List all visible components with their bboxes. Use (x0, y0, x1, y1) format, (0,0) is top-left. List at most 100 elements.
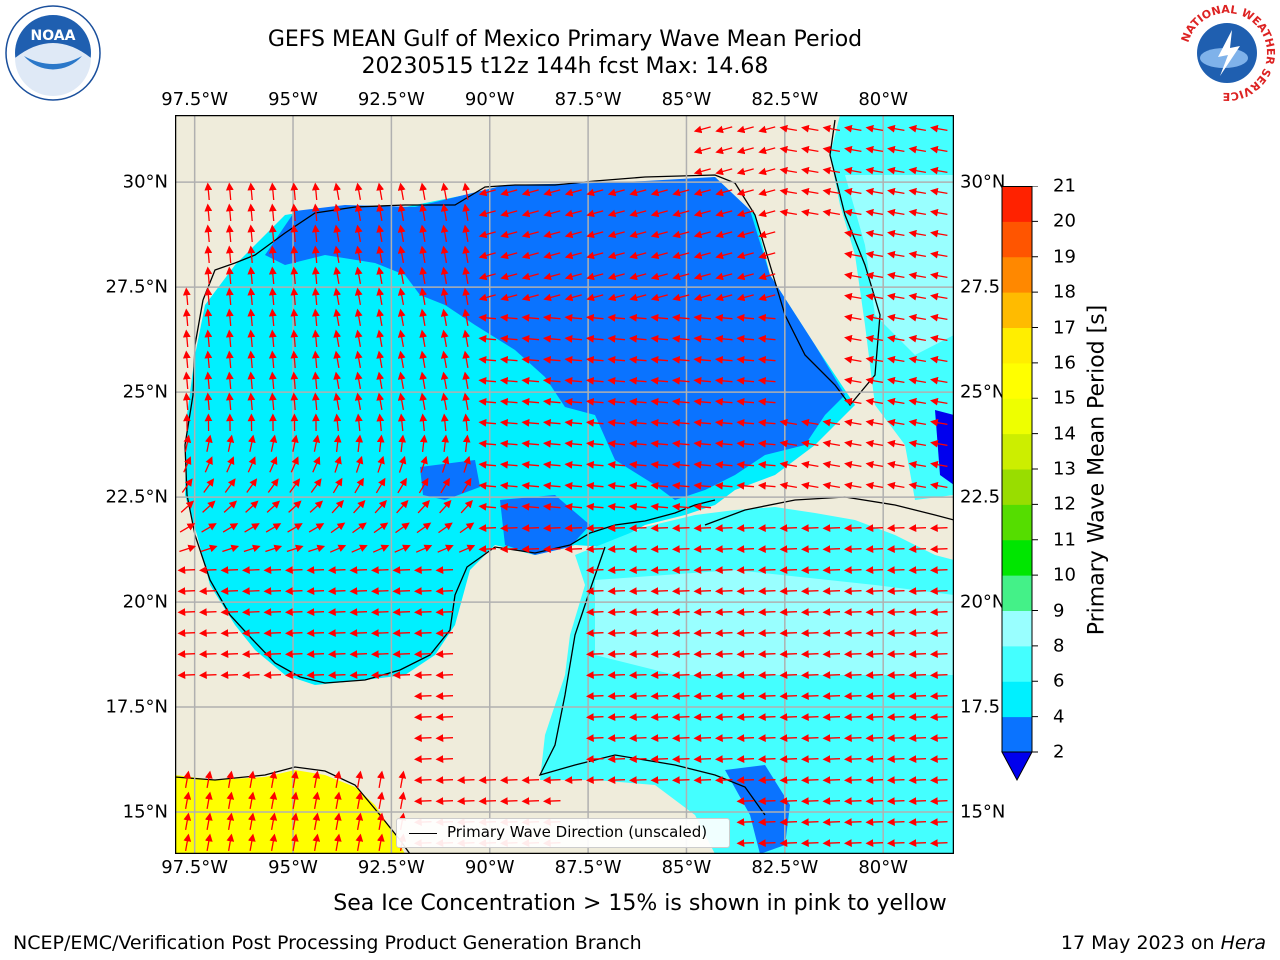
wave-direction-arrow (376, 287, 385, 306)
wave-direction-arrow (499, 460, 518, 469)
wave-direction-arrow (419, 245, 428, 264)
nws-logo-icon: NATIONAL WEATHER SERVICE (1178, 3, 1277, 103)
wave-direction-arrow (843, 524, 862, 532)
wave-direction-arrow (499, 397, 518, 406)
wave-direction-arrow (671, 418, 690, 427)
wave-direction-arrow (886, 713, 905, 721)
wave-direction-arrow (671, 376, 690, 385)
wave-direction-arrow (183, 791, 192, 810)
wave-direction-arrow (564, 397, 583, 406)
wave-direction-arrow (908, 376, 927, 385)
wave-direction-arrow (865, 208, 884, 217)
wave-direction-arrow (929, 797, 948, 805)
wave-direction-arrow (886, 524, 905, 532)
wave-direction-arrow (843, 755, 862, 763)
wave-direction-arrow (822, 439, 841, 448)
wave-direction-arrow (521, 188, 539, 197)
wave-direction-arrow (463, 455, 471, 473)
wave-direction-arrow (181, 478, 193, 493)
wave-direction-arrow (182, 308, 191, 327)
wave-direction-arrow (586, 293, 604, 302)
wave-direction-arrow (736, 355, 755, 364)
wave-direction-arrow (757, 439, 776, 448)
wave-direction-arrow (800, 755, 819, 763)
wave-direction-arrow (607, 293, 625, 302)
wave-direction-arrow (398, 434, 407, 452)
lon-label-top: 80°W (858, 89, 909, 110)
wave-direction-arrow (245, 500, 259, 513)
wave-direction-arrow (887, 355, 905, 364)
wave-direction-arrow (629, 209, 647, 218)
wave-direction-arrow (284, 671, 303, 679)
wave-direction-arrow (779, 650, 798, 658)
wave-direction-arrow (205, 434, 213, 452)
wave-direction-arrow (311, 392, 320, 411)
wave-direction-arrow (629, 272, 647, 281)
wave-direction-arrow (650, 355, 669, 364)
lat-label-right: 30°N (960, 171, 1006, 193)
wave-direction-arrow (693, 692, 712, 700)
wave-direction-arrow (757, 313, 776, 322)
wave-direction-arrow (585, 671, 604, 679)
wave-direction-arrow (306, 671, 325, 679)
wave-direction-arrow (183, 770, 192, 789)
wave-direction-arrow (420, 455, 428, 473)
wave-direction-arrow (585, 376, 604, 385)
wave-direction-arrow (354, 308, 363, 327)
wave-direction-arrow (693, 272, 711, 281)
wave-direction-arrow (333, 833, 342, 852)
wave-direction-arrow (671, 502, 690, 511)
wave-direction-arrow (715, 251, 733, 260)
wave-direction-arrow (736, 818, 755, 826)
bahamas-deep (935, 410, 954, 485)
wave-direction-arrow (929, 713, 948, 721)
wave-direction-arrow (930, 313, 948, 322)
wave-direction-arrow (460, 499, 473, 514)
lat-label-right: 20°N (960, 591, 1006, 613)
wave-direction-arrow (327, 671, 346, 679)
wave-direction-arrow (758, 167, 776, 176)
wave-direction-arrow (461, 477, 472, 494)
wave-direction-arrow (736, 776, 755, 784)
wave-direction-arrow (930, 481, 948, 490)
wave-direction-arrow (908, 229, 927, 238)
colorbar-segment (1002, 327, 1032, 364)
wave-direction-arrow (714, 376, 733, 385)
wave-direction-arrow (225, 245, 234, 264)
wave-direction-arrow (226, 833, 235, 852)
colorbar-tick-label: 13 (1053, 458, 1076, 480)
lon-label-bottom: 85°W (661, 857, 712, 878)
wave-direction-arrow (908, 671, 927, 679)
wave-direction-arrow (247, 392, 256, 411)
wave-direction-arrow (419, 287, 428, 306)
wave-direction-arrow (419, 329, 428, 348)
wave-direction-arrow (500, 272, 518, 281)
wave-direction-arrow (693, 650, 712, 658)
wave-direction-arrow (352, 522, 367, 534)
wave-direction-arrow (349, 650, 368, 658)
wave-direction-arrow (440, 266, 449, 285)
wave-direction-arrow (887, 334, 905, 343)
wave-direction-arrow (225, 371, 234, 390)
wave-direction-arrow (844, 166, 862, 175)
wave-direction-arrow (543, 230, 561, 239)
wave-direction-arrow (628, 397, 647, 406)
wave-direction-arrow (822, 776, 841, 784)
wave-direction-arrow (397, 329, 406, 348)
wave-direction-arrow (333, 350, 342, 369)
wave-direction-arrow (865, 124, 884, 133)
wave-direction-arrow (370, 566, 389, 574)
wave-direction-arrow (179, 523, 196, 533)
wave-direction-arrow (331, 499, 344, 514)
wave-direction-arrow (585, 313, 604, 322)
wave-direction-arrow (650, 776, 669, 784)
coastline (202, 119, 881, 407)
legend-line-sample (409, 833, 437, 834)
wave-direction-arrow (376, 182, 385, 201)
wave-direction-arrow (757, 355, 776, 364)
wave-direction-arrow (822, 208, 841, 217)
wave-direction-arrow (462, 266, 471, 285)
wave-direction-arrow (650, 293, 668, 302)
wave-direction-arrow (930, 460, 948, 469)
wave-direction-arrow (843, 545, 862, 553)
